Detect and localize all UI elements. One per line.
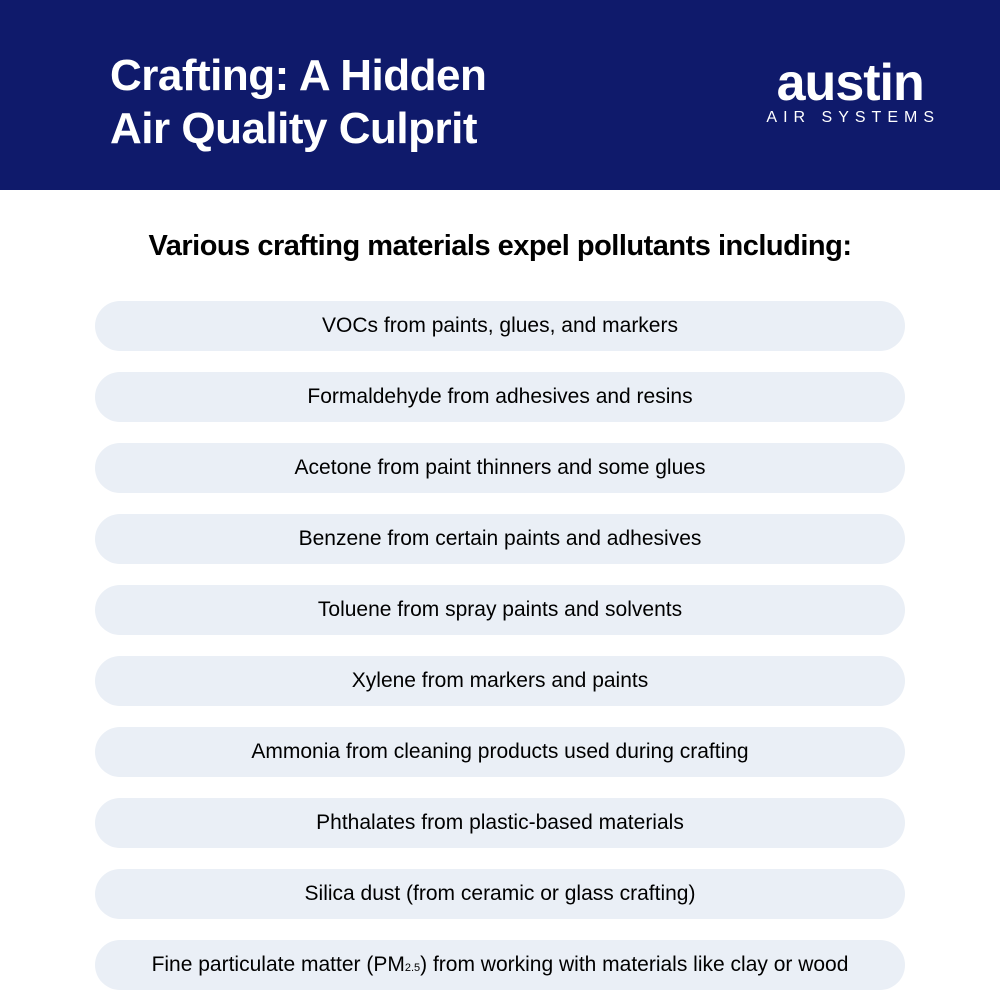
logo-main-text: austin (760, 60, 940, 107)
list-item: Fine particulate matter (PM2.5) from wor… (95, 940, 905, 990)
list-item: Acetone from paint thinners and some glu… (95, 443, 905, 493)
pollutant-list: VOCs from paints, glues, and markers For… (95, 301, 905, 990)
content-area: Various crafting materials expel polluta… (0, 190, 1000, 990)
subscript-text: 2.5 (405, 962, 420, 974)
page-title: Crafting: A Hidden Air Quality Culprit (110, 50, 486, 156)
list-item: Formaldehyde from adhesives and resins (95, 372, 905, 422)
brand-logo: austin AIR SYSTEMS (760, 60, 940, 127)
list-item: Xylene from markers and paints (95, 656, 905, 706)
list-item: Phthalates from plastic-based materials (95, 798, 905, 848)
subtitle: Various crafting materials expel polluta… (95, 230, 905, 263)
list-item: Benzene from certain paints and adhesive… (95, 514, 905, 564)
list-item: VOCs from paints, glues, and markers (95, 301, 905, 351)
title-line-1: Crafting: A Hidden (110, 51, 486, 100)
title-line-2: Air Quality Culprit (110, 104, 477, 153)
logo-sub-text: AIR SYSTEMS (766, 109, 940, 127)
list-item-prefix: Fine particulate matter (PM (152, 953, 405, 976)
list-item: Toluene from spray paints and solvents (95, 585, 905, 635)
list-item-suffix: ) from working with materials like clay … (420, 953, 848, 976)
header-banner: Crafting: A Hidden Air Quality Culprit a… (0, 0, 1000, 190)
list-item: Ammonia from cleaning products used duri… (95, 727, 905, 777)
list-item: Silica dust (from ceramic or glass craft… (95, 869, 905, 919)
